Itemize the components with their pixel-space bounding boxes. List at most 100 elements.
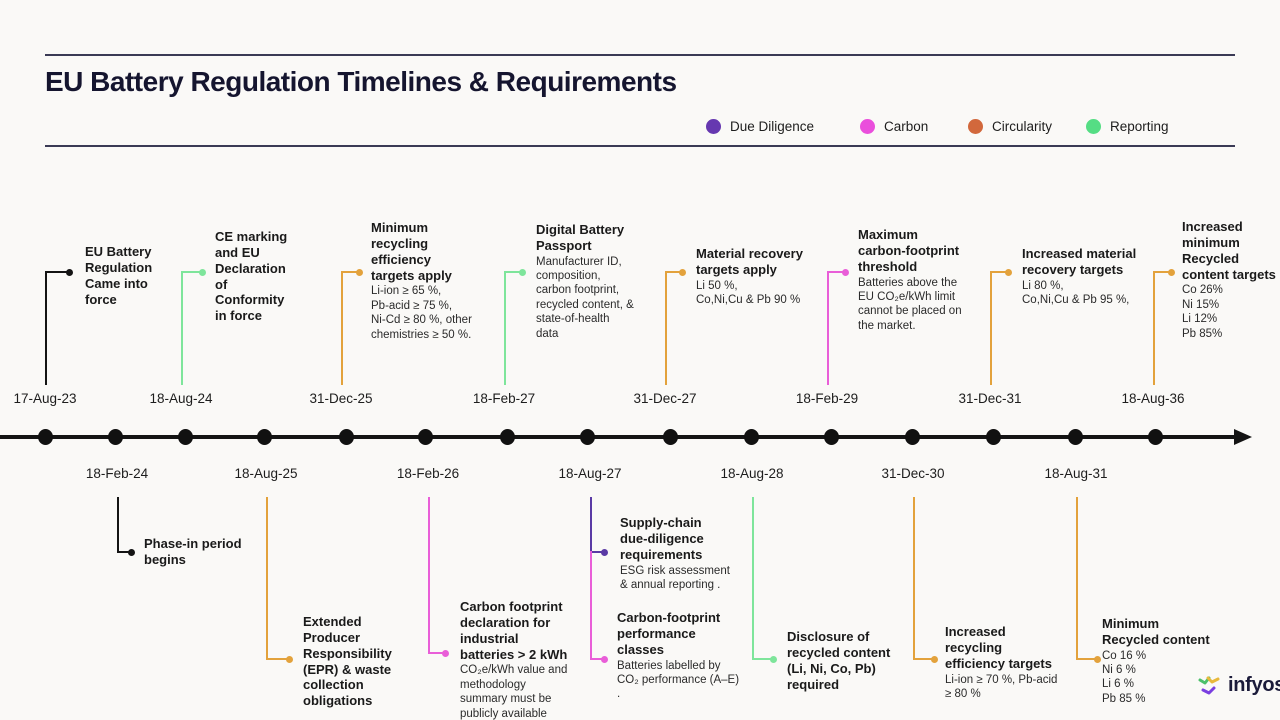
event-title: Material recovery targets apply [696,246,803,277]
timeline-axis [0,435,1238,439]
axis-date: 18-Aug-31 [1044,466,1108,481]
event-title: Digital Battery Passport [536,222,625,253]
event-detail: Manufacturer ID, composition, carbon foo… [536,255,634,340]
timeline-dot [824,429,839,445]
event-connector [181,268,206,385]
timeline-dot [108,429,123,445]
timeline-dot [418,429,433,445]
connector-dot-icon [679,268,686,276]
legend-item-carbon: Carbon [860,119,928,134]
event-detail: CO₂e/kWh value and methodology summary m… [460,664,568,720]
event-title: CE marking and EU Declaration of Conform… [215,229,288,324]
event-connector [1153,268,1175,385]
event-detail: Li-ion ≥ 70 %, Pb-acid ≥ 80 % [945,673,1058,700]
timeline-arrow-icon [1234,429,1252,445]
connector-dot-icon [519,268,526,276]
event-title: Phase-in period begins [144,536,242,567]
connector-dot-icon [66,268,73,276]
event-title: Maximum carbon-footprint threshold [858,227,960,274]
event-connector [665,268,686,385]
timeline-dot [1148,429,1163,445]
event-title: Extended Producer Responsibility (EPR) &… [303,614,392,709]
header-rule [45,145,1235,147]
reporting-dot-icon [1086,119,1101,134]
timeline-dot [663,429,678,445]
event-detail: Li 80 %, Co,Ni,Cu & Pb 95 %, [1022,279,1130,307]
event-connector [117,497,135,556]
event-connector [341,268,363,385]
event-connector [504,268,526,385]
timeline-dot [744,429,759,445]
event-title: Minimum Recycled content [1102,616,1210,647]
carbon-dot-icon [860,119,875,134]
event-connector [590,497,608,556]
event-connector [1076,497,1101,663]
connector-dot-icon [601,548,608,556]
event-detail: Li-ion ≥ 65 %, Pb-acid ≥ 75 %, Ni-Cd ≥ 8… [371,285,472,341]
connector-dot-icon [842,268,849,276]
connector-dot-icon [1005,268,1012,276]
timeline-dot [339,429,354,445]
timeline-dot [1068,429,1083,445]
connector-dot-icon [931,655,938,663]
event-title: Increased material recovery targets [1022,246,1137,277]
axis-date: 18-Aug-27 [558,466,622,481]
timeline-dot [905,429,920,445]
legend-item-reporting: Reporting [1086,119,1169,134]
event-detail: ESG risk assessment & annual reporting . [620,564,730,591]
event-detail: Co 26% Ni 15% Li 12% Pb 85% [1182,284,1223,340]
connector-dot-icon [770,655,777,663]
connector-dot-icon [442,649,449,657]
axis-date: 31-Dec-25 [309,391,373,406]
connector-dot-icon [199,268,206,276]
event-connector [752,497,777,663]
timeline-dot [38,429,53,445]
event-detail: Batteries above the EU CO₂e/kWh limit ca… [858,276,962,332]
legend-label: Due Diligence [730,119,815,134]
axis-date: 18-Aug-36 [1121,391,1185,406]
event-title: Minimum recycling efficiency targets app… [371,220,452,283]
event-connector [990,268,1012,385]
logo-text: infyos [1228,673,1280,696]
axis-date: 18-Aug-25 [234,466,298,481]
legend-label: Carbon [884,119,929,134]
timeline-dot [257,429,272,445]
event-title: Carbon footprint declaration for industr… [460,599,568,662]
legend-item-due-diligence: Due Diligence [706,119,814,134]
event-connector [266,497,293,663]
legend-label: Reporting [1110,119,1169,134]
circularity-dot-icon [968,119,983,134]
event-connector [45,268,73,385]
event-title: Carbon-footprint performance classes [617,610,721,657]
axis-date: 18-Feb-26 [396,466,460,481]
infyos-logo: infyos [1196,672,1280,698]
axis-date: 18-Aug-24 [149,391,213,406]
connector-dot-icon [1168,268,1175,276]
timeline-dot [580,429,595,445]
connector-dot-icon [356,268,363,276]
axis-date: 18-Feb-29 [795,391,859,406]
legend-label: Circularity [992,119,1053,134]
legend-item-circularity: Circularity [968,119,1052,134]
axis-date: 17-Aug-23 [13,391,77,406]
connector-dot-icon [128,548,135,556]
axis-date: 18-Feb-24 [85,466,149,481]
due-diligence-dot-icon [706,119,721,134]
event-title: Supply-chain due-diligence requirements [620,515,704,562]
event-title: Increased recycling efficiency targets [945,624,1052,671]
axis-date: 31-Dec-27 [633,391,697,406]
top-rule [45,54,1235,56]
event-connector [913,497,938,663]
timeline-dot [500,429,515,445]
connector-dot-icon [1094,655,1101,663]
infyos-logo-icon [1198,676,1220,695]
event-detail: Li 50 %, Co,Ni,Cu & Pb 90 % [696,279,801,307]
connector-dot-icon [601,655,608,663]
event-title: Increased minimum Recycled content targe… [1182,219,1276,282]
axis-date: 18-Aug-28 [720,466,784,481]
event-connector [590,551,608,663]
axis-date: 31-Dec-30 [881,466,945,481]
event-connector [428,497,449,657]
event-detail: Batteries labelled by CO₂ performance (A… [617,659,740,701]
